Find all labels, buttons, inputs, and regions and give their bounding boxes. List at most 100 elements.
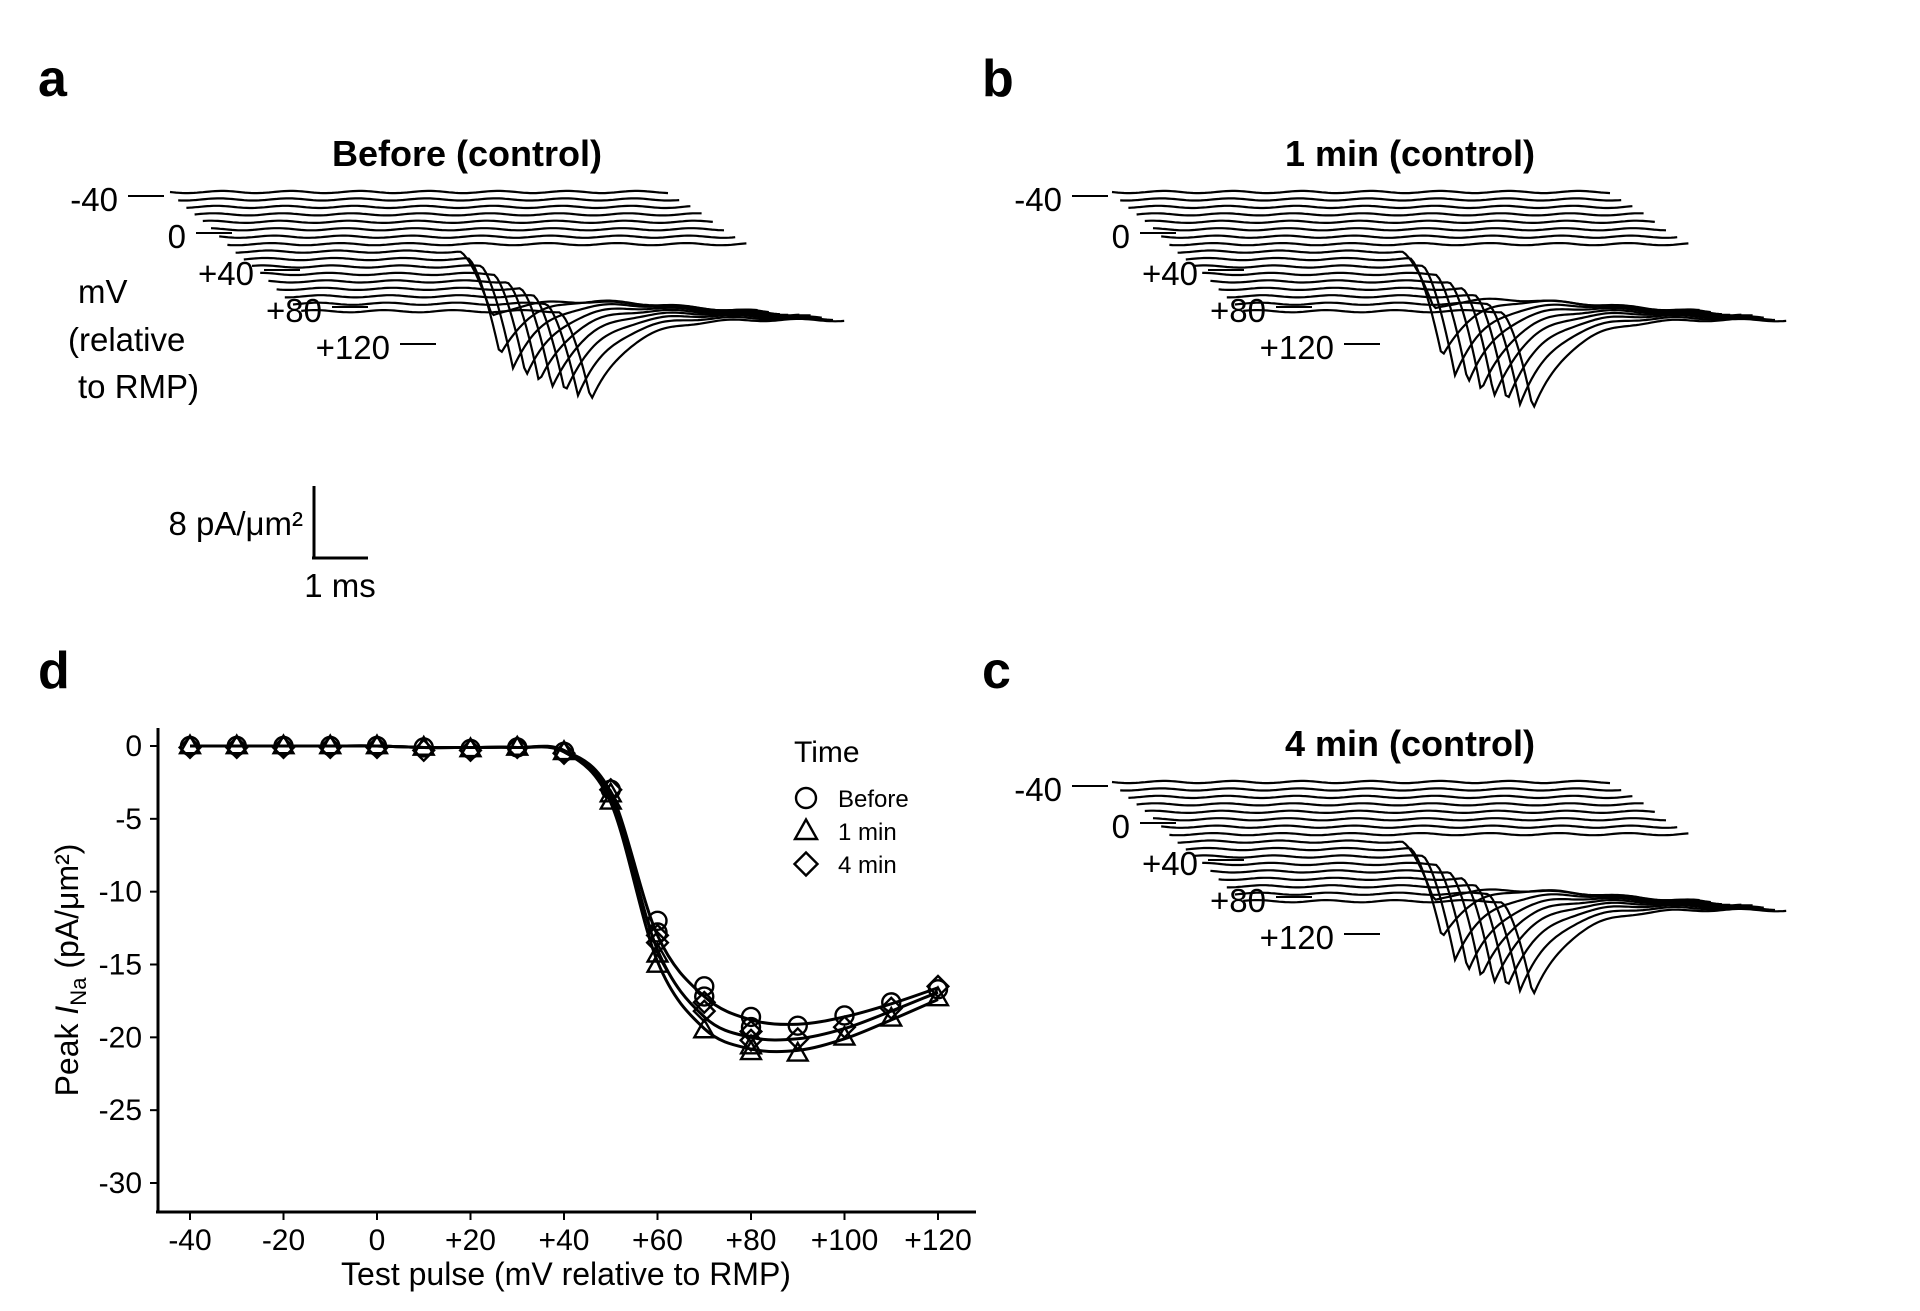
y-tick-label: -15 [99,949,142,982]
data-point-triangle [271,733,296,755]
voltage-label: +40 [1142,845,1198,882]
y-axis-label-prefix: Peak [49,1015,85,1097]
data-point-diamond [832,1015,857,1040]
current-trace [301,309,845,401]
data-point-triangle [645,941,670,963]
data-point-diamond [271,735,296,760]
y-tick-label: -5 [115,803,142,836]
legend-marker-diamond [792,850,820,878]
current-trace [227,242,747,247]
data-point-triangle [645,951,670,973]
fit-lines [190,744,939,1054]
y-tick-label: -10 [99,876,142,909]
current-trace [1120,197,1622,202]
voltage-label: +40 [198,255,254,292]
current-trace [1226,294,1764,399]
y-ticks: 0 -5 -10 -15 -20 -25 -30 [99,730,158,1200]
panel-label-b: b [982,50,1014,108]
data-point-diamond [458,738,483,763]
x-tick-label: +40 [539,1224,590,1257]
current-trace [186,204,691,210]
data-point-diamond [645,923,670,948]
data-point-circle [740,1006,762,1028]
y-tick-label: -20 [99,1021,142,1054]
current-trace [260,271,789,377]
data-point-diamond [411,738,436,763]
voltage-unit-line2: (relative [68,321,185,358]
voltage-label: +40 [1142,255,1198,292]
voltage-label: 0 [168,218,186,255]
y-tick-label: -30 [99,1167,142,1200]
voltage-label: +120 [1260,329,1334,366]
legend-marker-circle [794,786,818,810]
x-tick-label: 0 [369,1224,386,1257]
voltage-label: +120 [316,329,390,366]
current-trace [1193,854,1723,964]
data-point-diamond [505,735,530,760]
current-trace [1218,876,1753,985]
current-trace [284,294,822,390]
voltage-unit-label: mV (relative to RMP) [68,273,199,405]
data-point-circle [834,1005,855,1026]
voltage-unit-line1: mV [78,273,128,310]
data-point-triangle [224,733,249,755]
current-trace [1111,779,1611,785]
current-trace [1152,817,1667,822]
current-trace [1111,189,1611,195]
current-trace [1243,899,1787,996]
data-point-triangle [692,1017,717,1039]
data-point-triangle [178,733,202,755]
current-trace [1161,234,1678,239]
current-traces-b [1111,189,1787,409]
data-point-diamond [224,735,249,760]
y-tick-label: -25 [99,1094,142,1127]
fit-line-1-min [190,744,939,1054]
x-tick-label: +60 [632,1224,683,1257]
data-point-circle [694,976,715,997]
voltage-labels-a: -40 0 +40 +80 +120 [70,181,436,366]
legend-items: Before 1 min 4 min [792,786,909,879]
data-point-triangle [458,736,483,758]
panel-title-a: Before (control) [332,133,602,174]
scale-bar-time-label: 1 ms [304,567,376,604]
x-tick-label: +20 [445,1224,496,1257]
current-trace [169,189,669,195]
data-point-diamond [879,996,904,1021]
data-point-circle [694,986,715,1007]
x-axis-label: Test pulse (mV relative to RMP) [341,1256,791,1292]
current-trace [210,227,725,232]
current-traces-c [1111,779,1787,996]
panel-label-c: c [982,642,1011,700]
voltage-label: 0 [1112,808,1130,845]
current-trace [1226,884,1764,986]
data-point-diamond [598,777,623,802]
data-point-diamond [692,999,717,1024]
panel-title-b: 1 min (control) [1285,133,1535,174]
iv-plot: 0 -5 -10 -15 -20 -25 -30 -40 -20 0 +20 +40 +60 +80 +1… [49,728,976,1292]
voltage-labels-c: -40 0 +40 +80 +120 [1014,771,1380,956]
data-point-triangle [926,985,950,1007]
scale-bar-current-label: 8 pA/μm² [168,505,303,542]
current-trace [1218,286,1753,399]
current-trace [1136,802,1644,807]
x-ticks: -40 -20 0 +20 +40 +60 +80 +100 +120 [168,1212,972,1257]
legend-marker-triangle [792,817,820,841]
legend-label: 4 min [838,852,897,879]
current-trace [276,286,811,390]
current-trace [1169,832,1689,837]
current-trace [1128,794,1633,800]
legend-label: Before [838,786,909,813]
voltage-labels-b: -40 0 +40 +80 +120 [1014,181,1380,366]
current-trace [1128,204,1633,210]
x-tick-label: -40 [168,1224,211,1257]
current-trace [1169,242,1689,247]
voltage-label: -40 [1014,771,1062,808]
data-point-diamond [925,974,951,999]
fit-line-4-min [190,744,939,1042]
fit-line-before [190,744,939,1026]
current-trace [202,219,713,224]
voltage-label: -40 [1014,181,1062,218]
panel-label-a: a [38,50,68,108]
current-trace [1120,787,1622,792]
